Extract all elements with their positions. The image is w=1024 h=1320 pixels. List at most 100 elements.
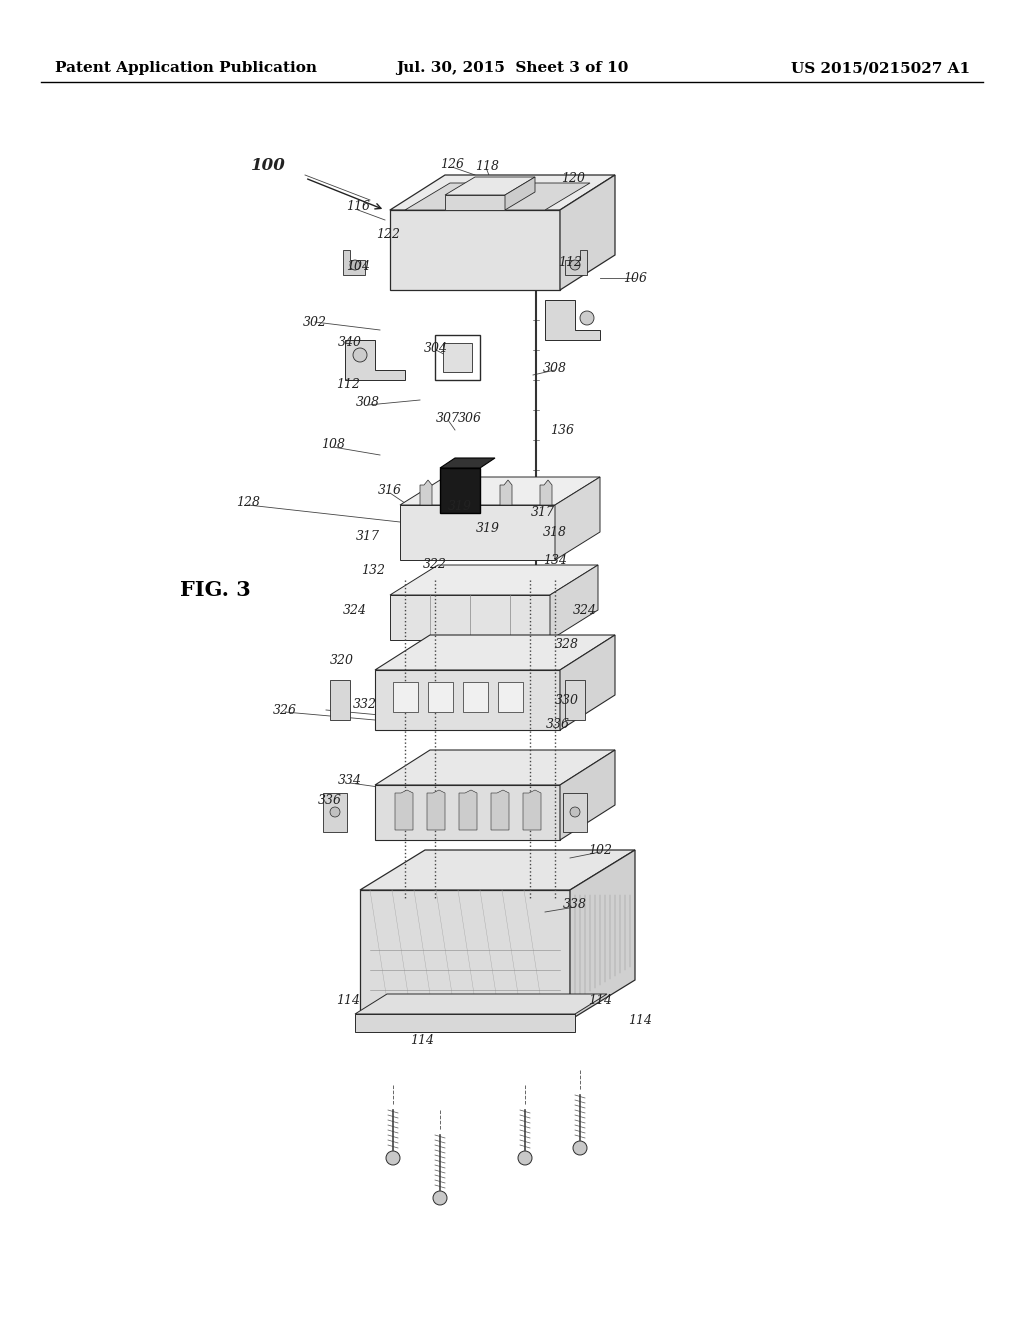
Text: 114: 114 bbox=[628, 1014, 652, 1027]
Text: 114: 114 bbox=[588, 994, 612, 1006]
Polygon shape bbox=[323, 793, 347, 832]
Text: 338: 338 bbox=[563, 899, 587, 912]
Text: 322: 322 bbox=[423, 558, 447, 572]
Text: 318: 318 bbox=[543, 527, 567, 540]
Circle shape bbox=[353, 348, 367, 362]
Circle shape bbox=[386, 1151, 400, 1166]
Text: Jul. 30, 2015  Sheet 3 of 10: Jul. 30, 2015 Sheet 3 of 10 bbox=[396, 61, 628, 75]
Text: FIG. 3: FIG. 3 bbox=[179, 579, 251, 601]
Text: 104: 104 bbox=[346, 260, 370, 273]
Bar bbox=[428, 682, 453, 711]
Text: 114: 114 bbox=[336, 994, 360, 1006]
Polygon shape bbox=[563, 793, 587, 832]
Text: 316: 316 bbox=[378, 483, 402, 496]
Polygon shape bbox=[390, 565, 598, 595]
Polygon shape bbox=[375, 671, 560, 730]
Polygon shape bbox=[330, 680, 350, 719]
Text: 122: 122 bbox=[376, 228, 400, 242]
Polygon shape bbox=[343, 249, 365, 275]
Polygon shape bbox=[400, 506, 555, 560]
Polygon shape bbox=[427, 789, 445, 830]
Polygon shape bbox=[445, 195, 505, 210]
Polygon shape bbox=[443, 343, 472, 372]
Text: 304: 304 bbox=[424, 342, 449, 355]
Text: 136: 136 bbox=[550, 424, 574, 437]
Text: 306: 306 bbox=[458, 412, 482, 425]
Text: 319: 319 bbox=[449, 499, 472, 512]
Text: 307: 307 bbox=[436, 412, 460, 425]
Polygon shape bbox=[460, 480, 472, 506]
Polygon shape bbox=[440, 469, 480, 513]
Polygon shape bbox=[440, 458, 495, 469]
Text: 326: 326 bbox=[273, 704, 297, 717]
Polygon shape bbox=[555, 477, 600, 560]
Text: 112: 112 bbox=[558, 256, 582, 269]
Polygon shape bbox=[400, 477, 600, 506]
Polygon shape bbox=[355, 994, 607, 1014]
Polygon shape bbox=[560, 635, 615, 730]
Bar bbox=[393, 682, 418, 711]
Text: 319: 319 bbox=[476, 521, 500, 535]
Text: 302: 302 bbox=[303, 315, 327, 329]
Polygon shape bbox=[375, 635, 615, 671]
Circle shape bbox=[573, 1140, 587, 1155]
Polygon shape bbox=[565, 680, 585, 719]
Circle shape bbox=[433, 1191, 447, 1205]
Polygon shape bbox=[375, 785, 560, 840]
Polygon shape bbox=[395, 789, 413, 830]
Text: 328: 328 bbox=[555, 639, 579, 652]
Text: 108: 108 bbox=[321, 438, 345, 451]
Polygon shape bbox=[565, 249, 587, 275]
Text: 114: 114 bbox=[410, 1034, 434, 1047]
Text: 134: 134 bbox=[543, 553, 567, 566]
Polygon shape bbox=[420, 480, 432, 506]
Text: 132: 132 bbox=[361, 564, 385, 577]
Text: 118: 118 bbox=[475, 161, 499, 173]
Bar bbox=[355, 1014, 575, 1032]
Polygon shape bbox=[490, 789, 509, 830]
Text: 317: 317 bbox=[356, 529, 380, 543]
Text: 320: 320 bbox=[330, 653, 354, 667]
Polygon shape bbox=[560, 750, 615, 840]
Polygon shape bbox=[345, 341, 406, 380]
Polygon shape bbox=[570, 850, 635, 1020]
Text: 336: 336 bbox=[318, 793, 342, 807]
Circle shape bbox=[350, 260, 360, 271]
Text: 308: 308 bbox=[356, 396, 380, 409]
Text: 334: 334 bbox=[338, 774, 362, 787]
Polygon shape bbox=[360, 850, 635, 890]
Circle shape bbox=[580, 312, 594, 325]
Polygon shape bbox=[500, 480, 512, 506]
Circle shape bbox=[330, 807, 340, 817]
Polygon shape bbox=[523, 789, 541, 830]
Polygon shape bbox=[560, 176, 615, 290]
Text: 324: 324 bbox=[573, 603, 597, 616]
Polygon shape bbox=[390, 595, 550, 640]
Text: 106: 106 bbox=[623, 272, 647, 285]
Text: 336: 336 bbox=[546, 718, 570, 731]
Polygon shape bbox=[540, 480, 552, 506]
Bar bbox=[463, 682, 488, 711]
Text: 116: 116 bbox=[346, 201, 370, 214]
Polygon shape bbox=[445, 177, 535, 195]
Polygon shape bbox=[360, 890, 570, 1020]
Polygon shape bbox=[390, 176, 615, 210]
Text: 128: 128 bbox=[236, 495, 260, 508]
Text: 126: 126 bbox=[440, 157, 464, 170]
Polygon shape bbox=[505, 177, 535, 210]
Text: 324: 324 bbox=[343, 603, 367, 616]
Polygon shape bbox=[390, 210, 560, 290]
Polygon shape bbox=[550, 565, 598, 640]
Circle shape bbox=[518, 1151, 532, 1166]
Polygon shape bbox=[545, 300, 600, 341]
Text: US 2015/0215027 A1: US 2015/0215027 A1 bbox=[791, 61, 970, 75]
Text: 340: 340 bbox=[338, 335, 362, 348]
Circle shape bbox=[570, 260, 580, 271]
Text: 332: 332 bbox=[353, 698, 377, 711]
Text: 317: 317 bbox=[531, 506, 555, 519]
Text: 120: 120 bbox=[561, 172, 585, 185]
Text: 308: 308 bbox=[543, 362, 567, 375]
Bar bbox=[498, 682, 523, 711]
Polygon shape bbox=[459, 789, 477, 830]
Text: 102: 102 bbox=[588, 843, 612, 857]
